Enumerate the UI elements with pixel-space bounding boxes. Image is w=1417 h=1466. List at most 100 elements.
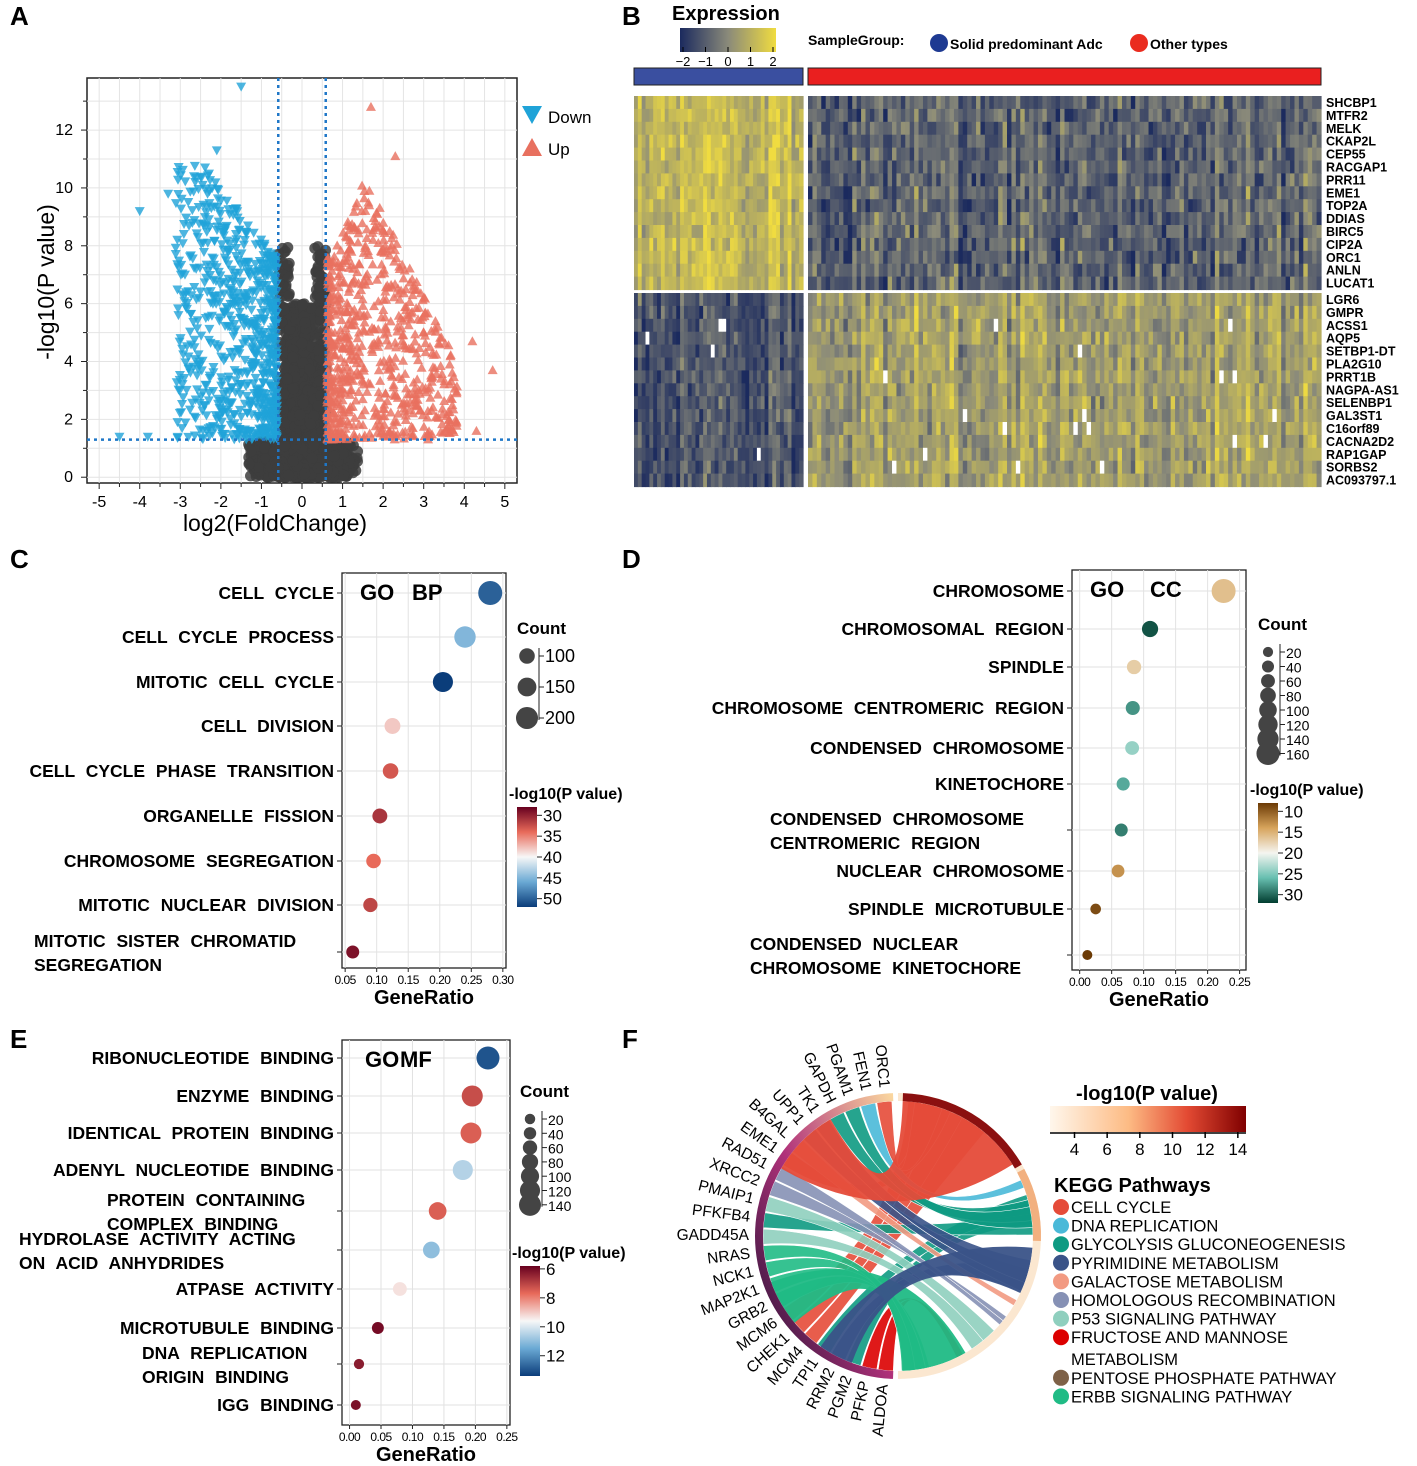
- heatmap-cell: [657, 121, 662, 136]
- heatmap-cell: [878, 121, 884, 136]
- heatmap-cell: [834, 276, 840, 291]
- heatmap-cell: [838, 276, 844, 291]
- heatmap-cell: [680, 96, 685, 110]
- heatmap-cell: [776, 305, 781, 320]
- heatmap-cell: [869, 318, 875, 333]
- heatmap-cell: [861, 409, 867, 423]
- heatmap-cell: [726, 293, 731, 307]
- heatmap-cell: [683, 396, 689, 410]
- heatmap-cell: [847, 318, 853, 333]
- heatmap-cell: [660, 250, 666, 265]
- heatmap-cell: [760, 357, 766, 371]
- heatmap-cell: [816, 96, 822, 110]
- heatmap-cell: [791, 237, 796, 252]
- heatmap-cell: [825, 276, 831, 291]
- heatmap-cell: [706, 434, 712, 449]
- heatmap-cell: [776, 422, 781, 436]
- heatmap-cell: [718, 225, 723, 239]
- heatmap-cell: [865, 108, 871, 123]
- heatmap-cell: [830, 447, 836, 462]
- heatmap-cell: [825, 186, 831, 200]
- heatmap-cell: [683, 305, 689, 320]
- heatmap-cell: [861, 344, 867, 359]
- heatmap-cell: [887, 447, 893, 462]
- heatmap-cell: [852, 293, 858, 307]
- heatmap-cell: [874, 160, 880, 174]
- heatmap-cell: [664, 305, 670, 320]
- heatmap-cell: [838, 237, 844, 252]
- heatmap-cell: [847, 250, 853, 265]
- heatmap-cell: [856, 344, 862, 359]
- heatmap-cell: [749, 212, 754, 226]
- heatmap-cell: [779, 108, 785, 123]
- heatmap-cell: [649, 370, 654, 384]
- heatmap-cell: [683, 318, 689, 333]
- heatmap-cell: [865, 186, 871, 200]
- heatmap-cell: [878, 396, 884, 410]
- heatmap-cell: [753, 422, 758, 436]
- heatmap-cell: [699, 434, 704, 449]
- heatmap-cell: [722, 422, 727, 436]
- heatmap-cell: [737, 225, 743, 239]
- heatmap-cell: [830, 293, 836, 307]
- heatmap-cell: [791, 409, 796, 423]
- heatmap-cell: [641, 305, 647, 320]
- heatmap-cell: [821, 237, 827, 252]
- heatmap-cell: [768, 357, 773, 371]
- heatmap-cell: [657, 305, 662, 320]
- heatmap-cell: [733, 173, 739, 187]
- heatmap-cell: [795, 293, 800, 307]
- panel-label-a: A: [10, 1, 29, 31]
- heatmap-cell: [687, 293, 693, 307]
- heatmap-cell: [869, 173, 875, 187]
- heatmap-cell: [680, 409, 685, 423]
- heatmap-cell: [741, 108, 746, 123]
- heatmap-cell: [812, 460, 818, 475]
- heatmap-cell: [821, 370, 827, 384]
- legend-down-label: Down: [548, 108, 591, 127]
- heatmap-cell: [874, 263, 880, 278]
- heatmap-cell: [869, 212, 875, 226]
- heatmap-cell: [645, 160, 650, 174]
- heatmap-cell: [683, 186, 689, 200]
- heatmap-cell: [722, 212, 727, 226]
- heatmap-cell: [683, 344, 689, 359]
- heatmap-cell: [825, 357, 831, 371]
- heatmap-cell: [730, 108, 735, 123]
- heatmap-cell: [737, 422, 743, 436]
- heatmap-cell: [710, 186, 716, 200]
- heatmap-cell: [869, 147, 875, 162]
- heatmap-cell: [730, 422, 735, 436]
- heatmap-cell: [783, 331, 789, 346]
- heatmap-cell: [683, 357, 689, 371]
- heatmap-cell: [730, 396, 735, 410]
- heatmap-cell: [783, 383, 789, 397]
- heatmap-cell: [816, 434, 822, 449]
- heatmap-cell: [637, 305, 643, 320]
- heatmap-cell: [726, 409, 731, 423]
- heatmap-cell: [768, 147, 773, 162]
- heatmap-cell: [795, 263, 800, 278]
- heatmap-cell: [703, 199, 708, 213]
- heatmap-cell: [776, 263, 781, 278]
- heatmap-cell: [680, 186, 685, 200]
- heatmap-cell: [683, 134, 689, 149]
- heatmap-cell: [865, 344, 871, 359]
- heatmap-cell: [878, 96, 884, 110]
- heatmap-cell: [722, 199, 727, 213]
- heatmap-cell: [887, 160, 893, 174]
- heatmap-cell: [691, 357, 697, 371]
- heatmap-cell: [730, 331, 735, 346]
- heatmap-cell: [660, 473, 666, 488]
- heatmap-cell: [883, 263, 889, 278]
- heatmap-cell: [843, 134, 849, 149]
- heatmap-cell: [706, 263, 712, 278]
- heatmap-cell: [687, 173, 693, 187]
- heatmap-cell: [718, 173, 723, 187]
- heatmap-cell: [664, 383, 670, 397]
- heatmap-cell: [706, 293, 712, 307]
- heatmap-cell: [714, 473, 720, 488]
- heatmap-cell: [816, 237, 822, 252]
- heatmap-cell: [776, 121, 781, 136]
